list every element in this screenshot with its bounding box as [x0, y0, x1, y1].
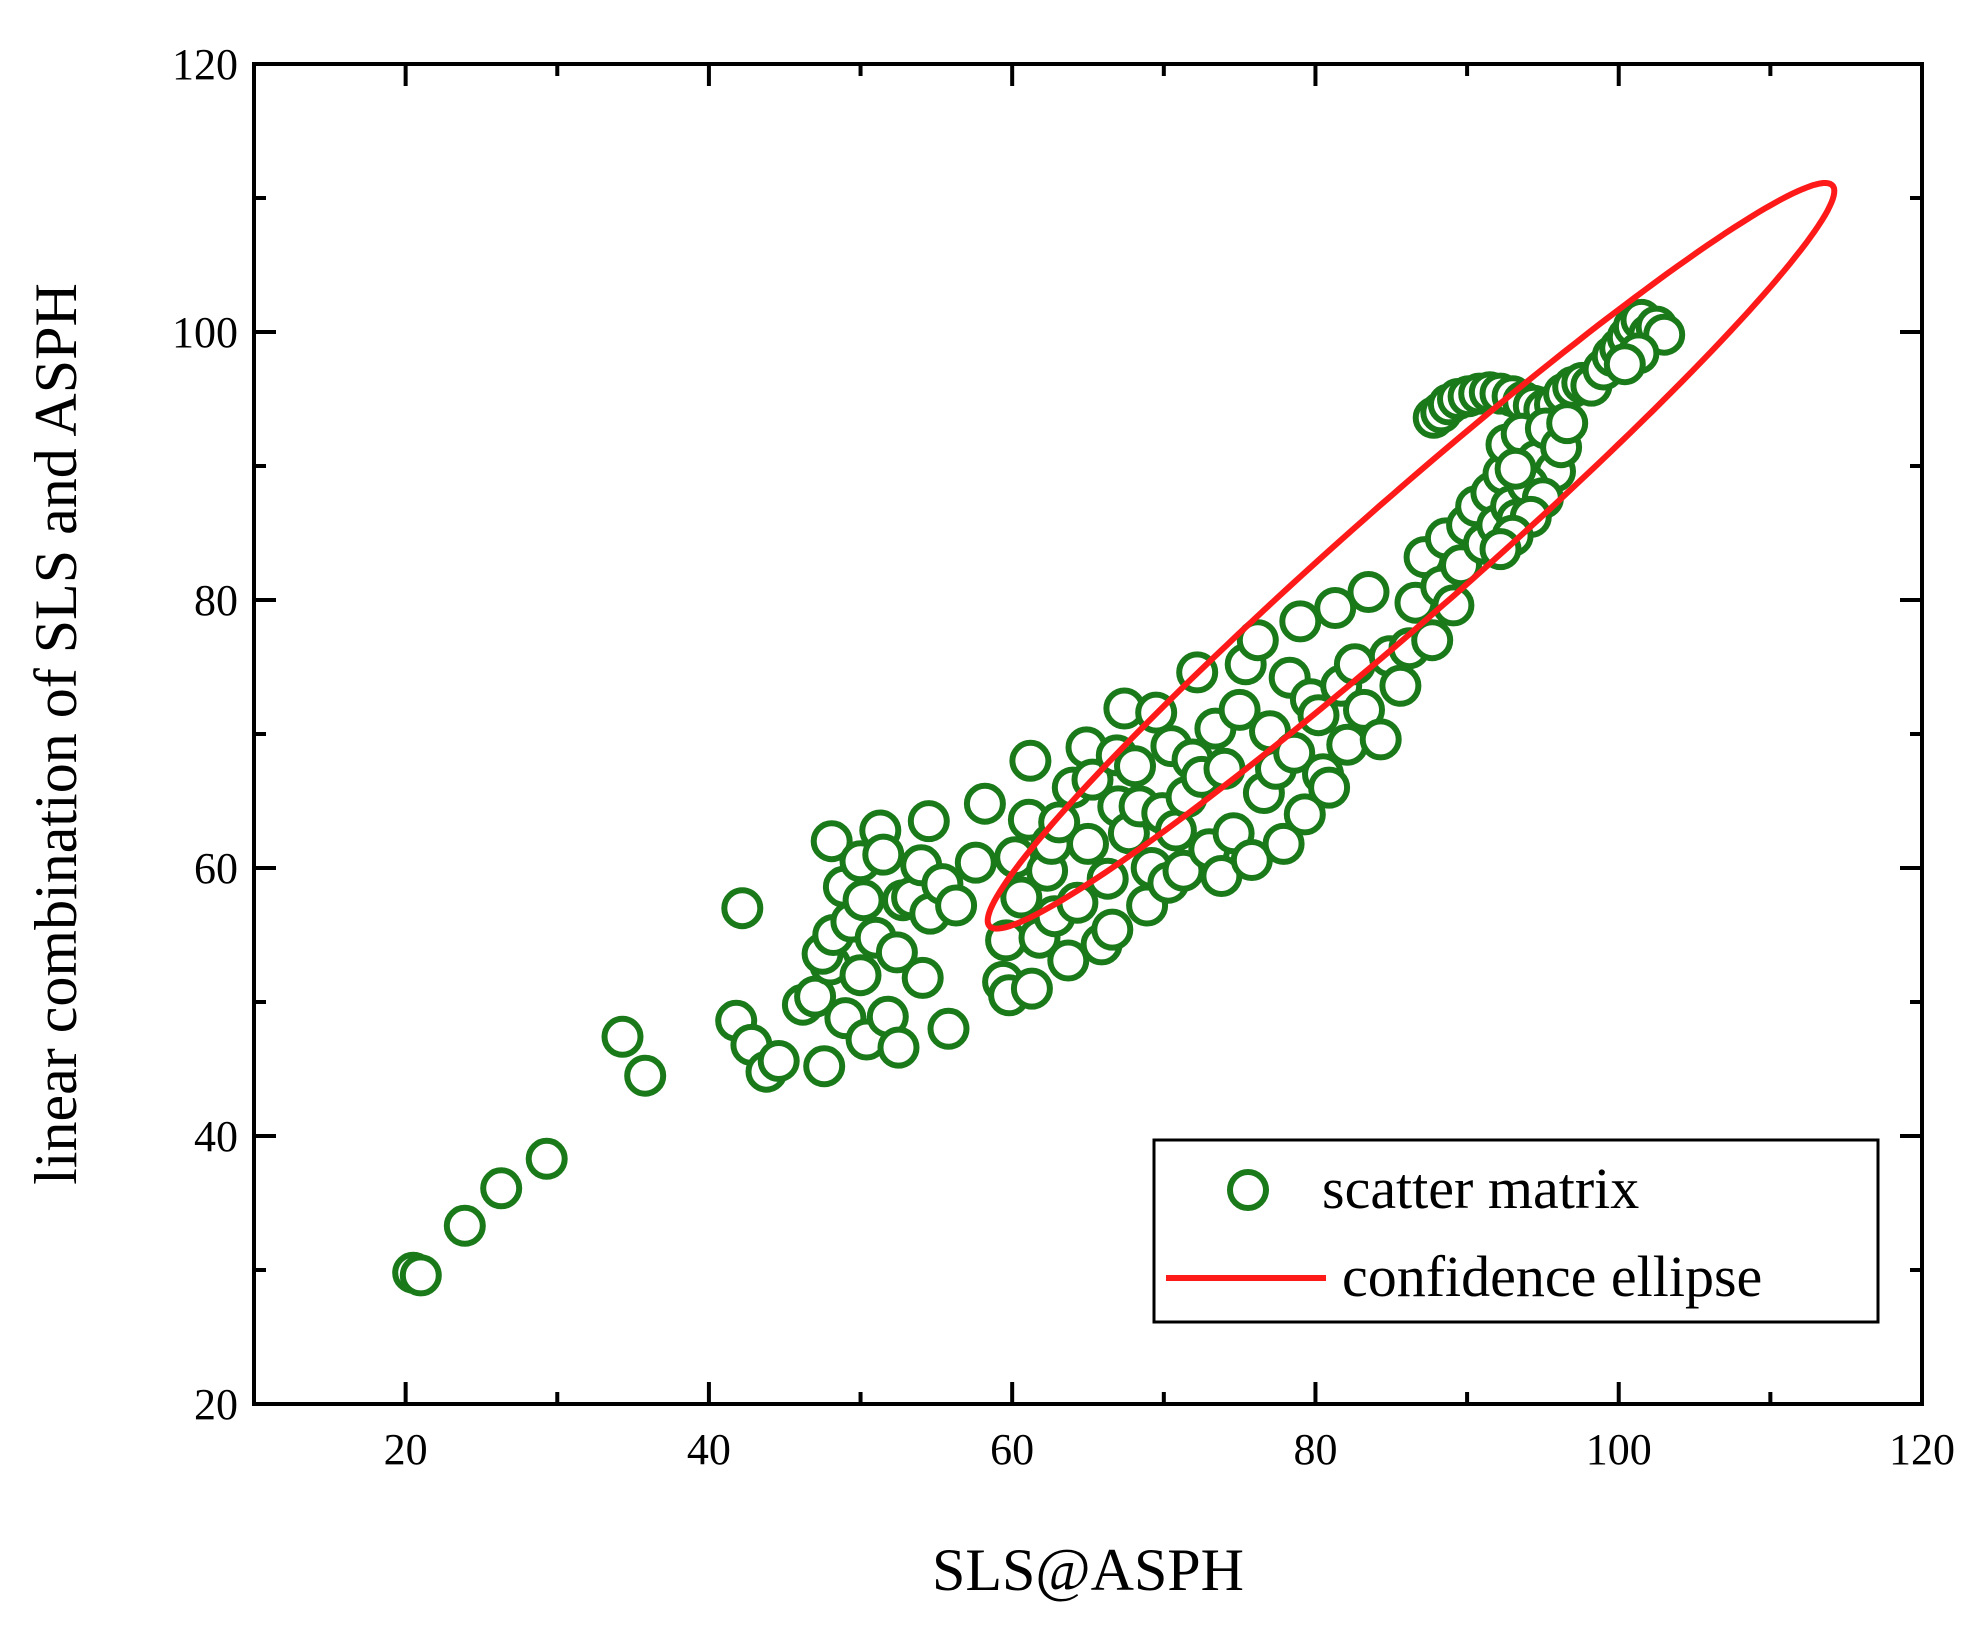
scatter-point: [1203, 747, 1246, 790]
scatter-point: [842, 879, 885, 922]
scatter-point: [1086, 857, 1129, 900]
scatter-point: [443, 1204, 486, 1247]
scatter-point: [901, 956, 944, 999]
scatter-point: [862, 833, 905, 876]
scatter-point: [803, 1045, 846, 1088]
scatter-point: [1067, 822, 1109, 865]
scatter-point: [1314, 587, 1357, 629]
y-tick-label: 40: [194, 1112, 238, 1161]
legend-box: [1152, 1138, 1880, 1324]
confidence-ellipse-layer: [984, 180, 1838, 932]
scatter-points: [392, 298, 1686, 1297]
y-tick-label: 80: [194, 576, 238, 625]
x-tick-label: 120: [1889, 1425, 1955, 1474]
scatter-point: [1432, 584, 1475, 627]
scatter-point: [624, 1054, 667, 1097]
scatter-point: [954, 841, 997, 884]
scatter-point: [525, 1137, 568, 1180]
scatter-point: [480, 1167, 523, 1210]
y-tick-label: 20: [194, 1380, 238, 1429]
scatter-point: [1230, 839, 1273, 881]
x-tick-label: 100: [1586, 1425, 1652, 1474]
scatter-point: [907, 800, 950, 843]
y-tick-label: 100: [172, 308, 238, 357]
scatter-point: [935, 884, 978, 927]
scatter-point: [1262, 822, 1305, 865]
scatter-point: [1603, 343, 1646, 386]
scatter-point: [1359, 718, 1402, 761]
axis-ticks: 20 40 60 80 100 120 20 40 60 80 100 120: [172, 40, 1955, 1474]
scatter-point: [1000, 876, 1043, 919]
x-tick-label: 80: [1293, 1425, 1337, 1474]
scatter-point: [399, 1254, 442, 1297]
scatter-point: [810, 820, 853, 863]
scatter-point: [1326, 723, 1369, 766]
x-tick-label: 60: [990, 1425, 1034, 1474]
scatter-point: [757, 1040, 800, 1082]
x-tick-label: 20: [384, 1425, 428, 1474]
scatter-point: [1308, 766, 1351, 809]
scatter-point: [1379, 664, 1422, 707]
y-axis-title: linear combination of SLS and ASPH: [23, 283, 89, 1185]
scatter-point: [1347, 571, 1390, 613]
scatter-point: [875, 931, 918, 974]
scatter-point: [1010, 967, 1053, 1010]
scatter-point: [1283, 793, 1326, 836]
scatter-point: [1047, 939, 1090, 982]
y-tick-label: 120: [172, 40, 238, 89]
legend-scatter-label: scatter matrix: [1322, 1156, 1639, 1221]
x-tick-label: 40: [687, 1425, 731, 1474]
scatter-point: [1091, 908, 1134, 951]
scatter-point: [1411, 619, 1454, 662]
scatter-point: [877, 1026, 920, 1069]
legend-ellipse-label: confidence ellipse: [1342, 1244, 1762, 1309]
scatter-point: [927, 1007, 970, 1050]
legend: scatter matrix confidence ellipse: [1152, 1138, 1880, 1324]
scatter-point: [1494, 447, 1537, 490]
scatter-point: [1038, 801, 1081, 844]
scatter-point: [1546, 402, 1589, 445]
scatter-point: [1279, 600, 1322, 643]
scatter-point: [1114, 745, 1156, 788]
scatter-point: [721, 887, 764, 930]
scatter-point: [1009, 739, 1052, 782]
y-tick-label: 60: [194, 844, 238, 893]
scatter-point: [601, 1015, 644, 1058]
legend-scatter-marker: [1227, 1169, 1269, 1211]
confidence-ellipse: [984, 180, 1838, 932]
scatter-point: [1218, 688, 1261, 731]
scatter-point: [1236, 619, 1279, 662]
scatter-point: [839, 954, 882, 997]
x-axis-title: SLS@ASPH: [932, 1537, 1244, 1603]
scatter-point: [1273, 731, 1316, 774]
scatter-point: [963, 782, 1006, 825]
